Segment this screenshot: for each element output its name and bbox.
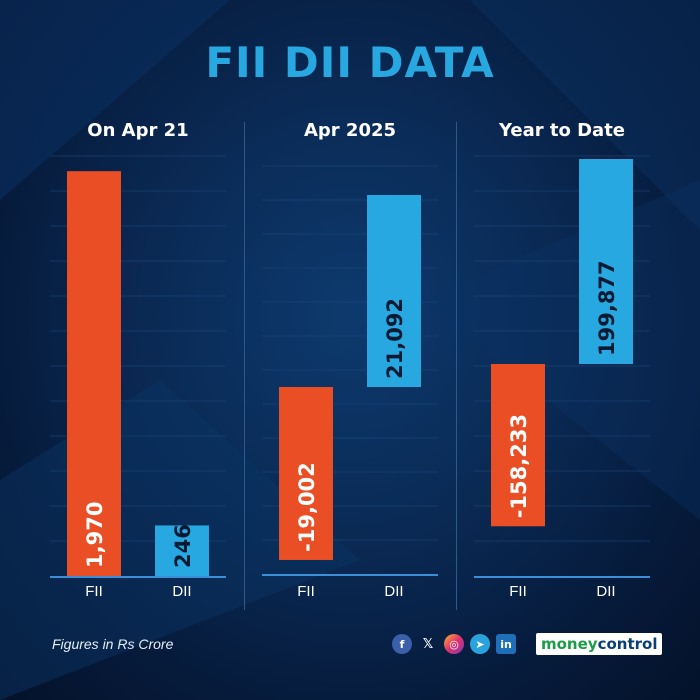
tick-label-fii: FII bbox=[297, 583, 315, 600]
bar-fii bbox=[279, 387, 333, 560]
data-label-fii: -158,233 bbox=[507, 414, 531, 518]
tick-label-dii: DII bbox=[596, 583, 615, 600]
linkedin-icon[interactable]: in bbox=[496, 634, 516, 654]
tick-label-fii: FII bbox=[509, 583, 527, 600]
data-label-dii: 246 bbox=[171, 524, 195, 568]
data-label-fii: 1,970 bbox=[83, 502, 107, 568]
footnote: Figures in Rs Crore bbox=[52, 636, 174, 652]
panel-title-apr-2025: Apr 2025 bbox=[303, 120, 397, 141]
panel-divider-2 bbox=[456, 122, 457, 610]
data-label-dii: 199,877 bbox=[595, 260, 619, 356]
brand-logo-part2: control bbox=[597, 635, 658, 653]
data-label-dii: 21,092 bbox=[383, 298, 407, 379]
bar-dii bbox=[155, 525, 209, 576]
brand-logo: money control bbox=[536, 633, 663, 655]
instagram-icon[interactable]: ◎ bbox=[444, 634, 464, 654]
tick-label-fii: FII bbox=[85, 583, 103, 600]
page-title: FII DII DATA bbox=[205, 38, 495, 87]
x-icon[interactable]: 𝕏 bbox=[422, 636, 434, 652]
bar-dii bbox=[367, 195, 421, 387]
bar-fii bbox=[491, 364, 545, 527]
panel-title-on-apr-21: On Apr 21 bbox=[87, 120, 189, 141]
chart-panel-1: 1,970 FII 246 DII bbox=[50, 155, 226, 600]
panel-divider-1 bbox=[244, 122, 245, 610]
social-links: f 𝕏 ◎ ➤ in bbox=[392, 634, 516, 654]
chart-panel-2: -19,002 FII 21,092 DII bbox=[262, 165, 438, 600]
bar-dii bbox=[579, 159, 633, 364]
facebook-icon[interactable]: f bbox=[392, 634, 412, 654]
tick-label-dii: DII bbox=[172, 583, 191, 600]
data-label-fii: -19,002 bbox=[295, 462, 319, 552]
chart-panel-3: -158,233 FII 199,877 DII bbox=[474, 155, 650, 600]
panel-title-year-to-date: Year to Date bbox=[498, 120, 626, 141]
telegram-icon[interactable]: ➤ bbox=[470, 634, 490, 654]
bar-fii bbox=[67, 171, 121, 577]
tick-label-dii: DII bbox=[384, 583, 403, 600]
brand-logo-part1: money bbox=[541, 635, 598, 653]
